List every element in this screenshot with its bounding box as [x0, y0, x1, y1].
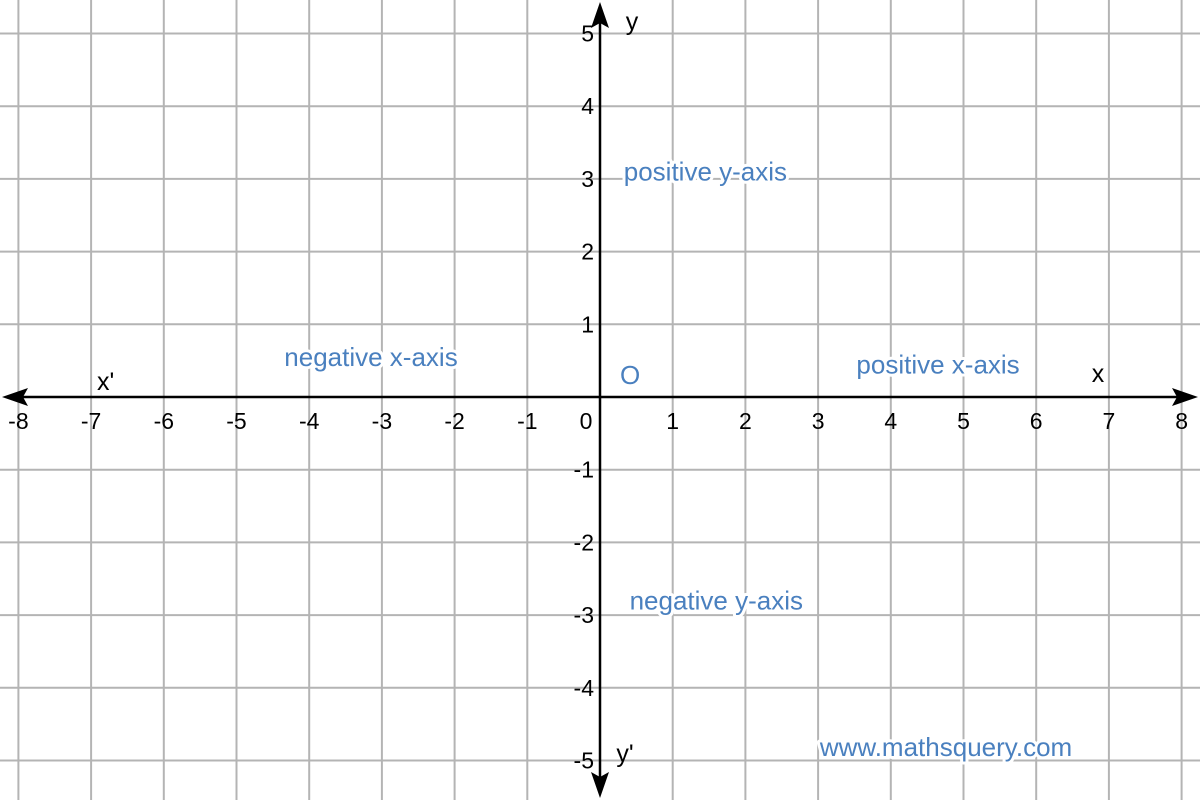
x-tick-label: -2 — [444, 408, 464, 434]
watermark-text: www.mathsquery.com — [819, 732, 1072, 762]
x-axis-name: x — [1092, 360, 1105, 388]
y-tick-label: 1 — [581, 311, 594, 337]
arrow-left-icon — [2, 388, 28, 406]
x-tick-label: -7 — [81, 408, 101, 434]
y-tick-label: 4 — [581, 93, 594, 119]
x-tick-label: -1 — [517, 408, 537, 434]
x-tick-label: -3 — [372, 408, 392, 434]
x-tick-label: -8 — [8, 408, 28, 434]
annotation-positive-y-axis: positive y-axis — [624, 157, 787, 187]
x-prime-axis-name: x' — [97, 368, 114, 396]
x-tick-label: 5 — [957, 408, 970, 434]
x-tick-label: 0 — [580, 408, 593, 434]
x-tick-label: 3 — [812, 408, 825, 434]
y-tick-label: -5 — [574, 748, 594, 774]
arrow-right-icon — [1172, 388, 1198, 406]
annotation-negative-x-axis: negative x-axis — [284, 342, 457, 372]
x-tick-label: 7 — [1103, 408, 1116, 434]
x-tick-label: -5 — [226, 408, 246, 434]
x-tick-label: 2 — [739, 408, 752, 434]
y-tick-label: -3 — [574, 602, 594, 628]
y-tick-label: 2 — [581, 239, 594, 265]
x-tick-labels: -8 -7 -6 -5 -4 -3 -2 -1 0 1 2 3 4 5 6 7 8 — [8, 408, 1188, 434]
y-tick-label: -2 — [574, 529, 594, 555]
y-tick-label: -1 — [574, 457, 594, 483]
annotation-negative-y-axis: negative y-axis — [630, 586, 803, 616]
y-prime-axis-name: y' — [616, 740, 633, 768]
annotation-positive-x-axis: positive x-axis — [856, 349, 1019, 379]
y-tick-label: 3 — [581, 166, 594, 192]
y-tick-labels: -5 -4 -3 -2 -1 1 2 3 4 5 — [574, 21, 595, 774]
x-tick-label: 1 — [666, 408, 679, 434]
origin-label: O — [620, 360, 640, 390]
x-tick-label: 6 — [1030, 408, 1043, 434]
y-axis-name: y — [626, 8, 639, 36]
arrow-down-icon — [591, 772, 609, 798]
x-tick-label: -6 — [154, 408, 174, 434]
arrow-up-icon — [591, 2, 609, 28]
y-tick-label: -4 — [574, 675, 595, 701]
x-tick-label: 8 — [1175, 408, 1188, 434]
y-tick-label: 5 — [581, 21, 594, 47]
x-tick-label: -4 — [299, 408, 320, 434]
x-tick-label: 4 — [884, 408, 897, 434]
